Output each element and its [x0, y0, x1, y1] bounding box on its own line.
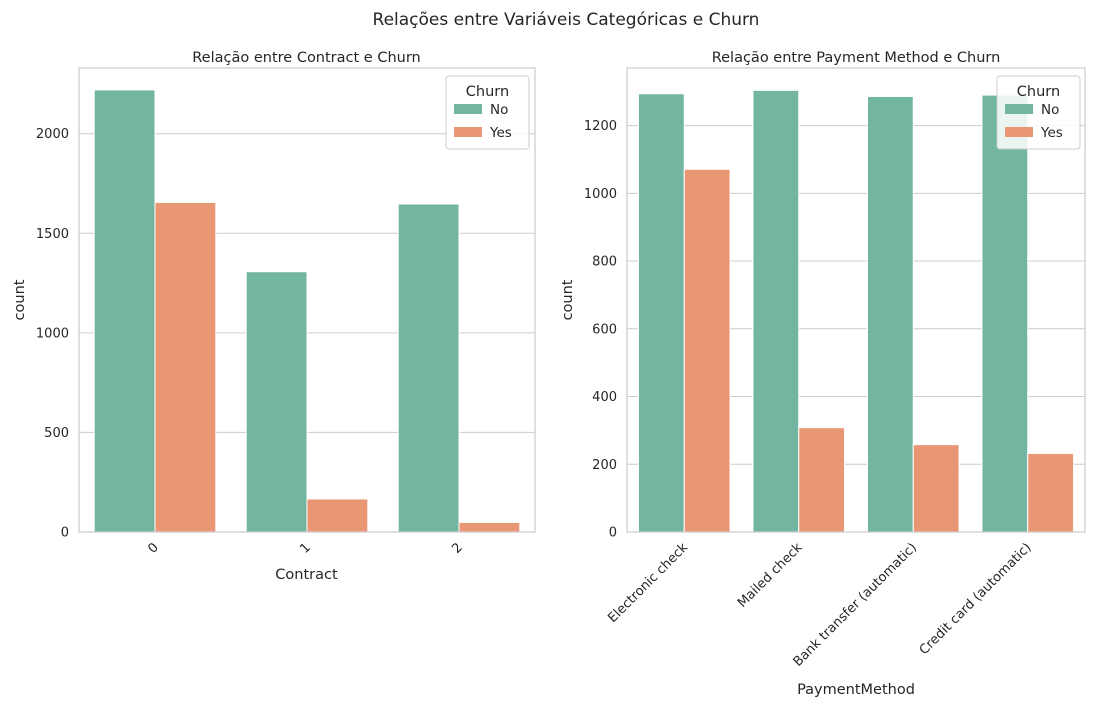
legend-label-yes: Yes — [1040, 125, 1063, 141]
legend-label-no: No — [1041, 102, 1059, 118]
y-tick-label: 200 — [592, 458, 617, 473]
legend-label-no: No — [490, 102, 508, 118]
bar-no-2 — [866, 95, 914, 533]
bar-no-1 — [245, 271, 308, 533]
payment-method-churn-chart: Relação entre Payment Method e Churn Pay… — [560, 50, 1086, 698]
y-tick-label: 0 — [609, 526, 617, 541]
x-axis-label: Contract — [275, 567, 338, 583]
y-tick-label: 2000 — [36, 127, 69, 142]
legend-swatch-yes — [454, 127, 482, 137]
bar-no-1 — [752, 89, 800, 533]
y-tick-label: 600 — [592, 322, 617, 337]
legend-swatch-yes — [1005, 127, 1033, 137]
bar-no-0 — [93, 89, 156, 533]
bar-no-3 — [981, 94, 1029, 533]
bar-yes-3 — [1027, 452, 1075, 533]
x-tick-label: 0 — [145, 540, 161, 556]
bar-no-0 — [637, 93, 685, 533]
y-tick-label: 1000 — [36, 326, 69, 341]
x-tick-label: Mailed check — [735, 540, 806, 611]
legend: Churn No Yes — [996, 75, 1081, 150]
bar-yes-2 — [912, 444, 960, 533]
chart-title: Relação entre Contract e Churn — [192, 50, 420, 66]
y-axis-label: count — [12, 279, 28, 320]
x-axis-label: PaymentMethod — [797, 682, 915, 698]
bar-yes-0 — [154, 201, 217, 533]
axes-frame — [626, 67, 1086, 533]
axes-frame — [78, 67, 536, 533]
legend-label-yes: Yes — [489, 125, 512, 141]
legend-swatch-no — [1005, 104, 1033, 114]
y-tick-label: 1200 — [584, 119, 617, 134]
legend-title: Churn — [466, 84, 509, 100]
y-tick-label: 800 — [592, 255, 617, 270]
figure-title: Relações entre Variáveis Categóricas e C… — [373, 10, 760, 30]
y-tick-label: 1500 — [36, 227, 69, 242]
y-tick-label: 400 — [592, 390, 617, 405]
x-tick-label: 1 — [297, 540, 313, 556]
legend: Churn No Yes — [445, 75, 530, 150]
x-tick-label: Bank transfer (automatic) — [791, 540, 921, 670]
legend-title: Churn — [1017, 84, 1060, 100]
legend-swatch-no — [454, 104, 482, 114]
bar-yes-0 — [683, 168, 731, 533]
x-tick-label: Electronic check — [605, 540, 691, 626]
bar-yes-1 — [798, 427, 846, 533]
contract-churn-chart: Relação entre Contract e Churn Contract … — [12, 50, 536, 583]
chart-title: Relação entre Payment Method e Churn — [712, 50, 1001, 66]
bar-yes-2 — [458, 521, 521, 533]
y-tick-label: 1000 — [584, 187, 617, 202]
x-tick-label: 2 — [449, 540, 465, 556]
bar-yes-1 — [306, 498, 369, 533]
y-axis-label: count — [560, 279, 576, 320]
y-tick-label: 0 — [61, 526, 69, 541]
bar-no-2 — [397, 203, 460, 533]
y-tick-label: 500 — [44, 426, 69, 441]
x-tick-label: Credit card (automatic) — [917, 540, 1035, 658]
